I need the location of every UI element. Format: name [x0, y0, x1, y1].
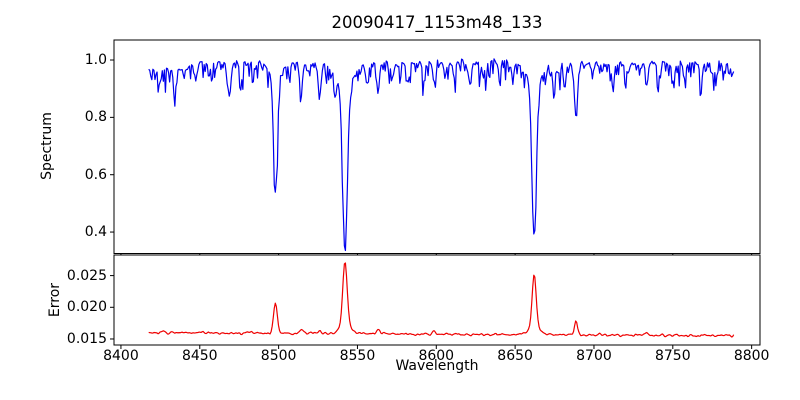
x-tick-label: 8450 [181, 348, 218, 364]
x-tick-label: 8700 [576, 348, 612, 364]
error-panel [113, 254, 761, 346]
x-tick-label: 8750 [654, 348, 691, 364]
spectrum-y-tick-label: 1.0 [84, 52, 107, 68]
x-tick-label: 8650 [497, 348, 533, 364]
chart-title: 20090417_1153m48_133 [331, 13, 543, 32]
x-tick-label: 8550 [339, 348, 376, 364]
spectrum-y-tick-label: 0.4 [84, 224, 107, 241]
spectrum-y-tick-label: 0.8 [84, 109, 107, 126]
error-y-tick-label: 0.020 [66, 299, 107, 316]
spectrum-line [148, 58, 735, 252]
x-tick-label: 8600 [418, 348, 455, 364]
spectrum-y-tick-label: 0.6 [84, 166, 107, 183]
x-tick-label: 8400 [103, 348, 139, 364]
x-tick-label: 8800 [733, 348, 770, 364]
error-line [148, 262, 735, 338]
x-axis-label: Wavelength [395, 358, 479, 374]
error-y-tick-label: 0.015 [66, 330, 107, 347]
x-tick-label: 8500 [260, 348, 297, 364]
spectrum-panel [113, 39, 761, 254]
error-y-tick-label: 0.025 [66, 267, 107, 284]
